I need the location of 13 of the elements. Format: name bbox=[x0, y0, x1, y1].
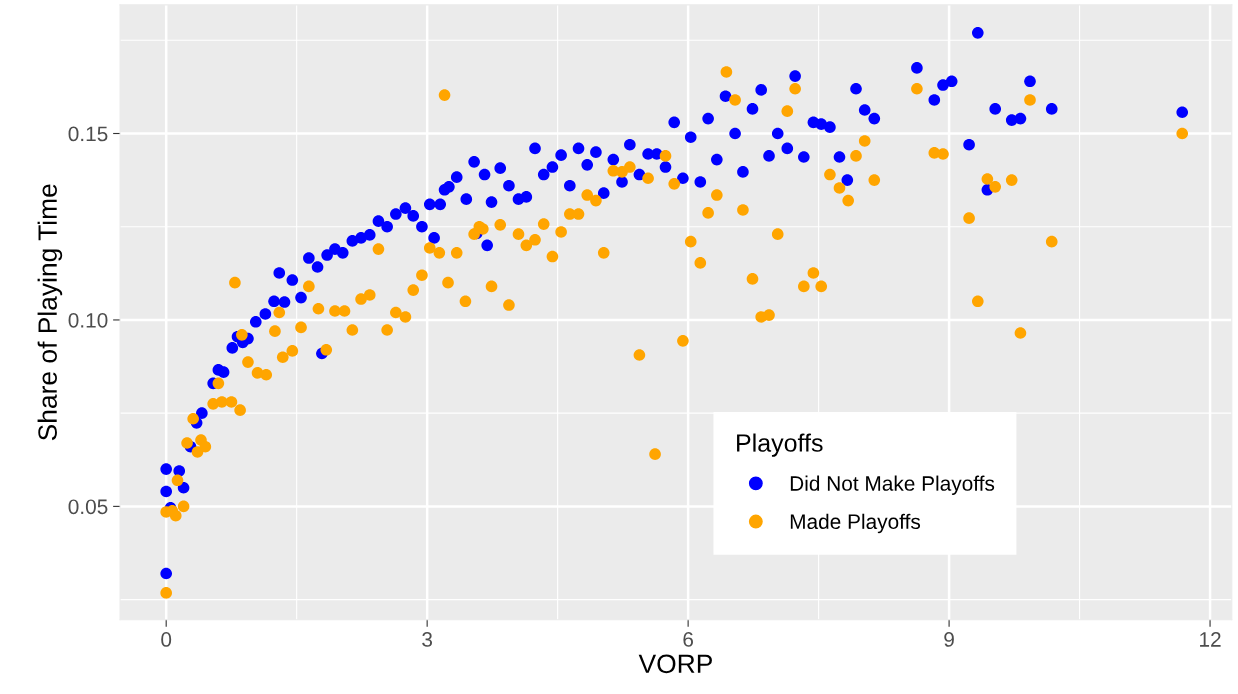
legend-label: Did Not Make Playoffs bbox=[790, 475, 995, 495]
x-axis-title: VORP bbox=[638, 654, 712, 674]
y-tick-label: 0.05 bbox=[68, 499, 108, 515]
legend-title: Playoffs bbox=[737, 433, 823, 457]
x-tick-label: 0 bbox=[161, 632, 172, 647]
x-tick-label: 6 bbox=[683, 632, 693, 647]
x-tick-label: 3 bbox=[422, 632, 433, 647]
y-axis-title: Share of Playing Time bbox=[37, 184, 63, 441]
x-tick-label: 9 bbox=[944, 632, 954, 647]
y-tick-label: 0.10 bbox=[68, 312, 108, 328]
x-tick-label: 12 bbox=[1200, 632, 1221, 647]
legend-label: Made Playoffs bbox=[790, 513, 921, 534]
y-tick-label: 0.15 bbox=[68, 126, 108, 142]
